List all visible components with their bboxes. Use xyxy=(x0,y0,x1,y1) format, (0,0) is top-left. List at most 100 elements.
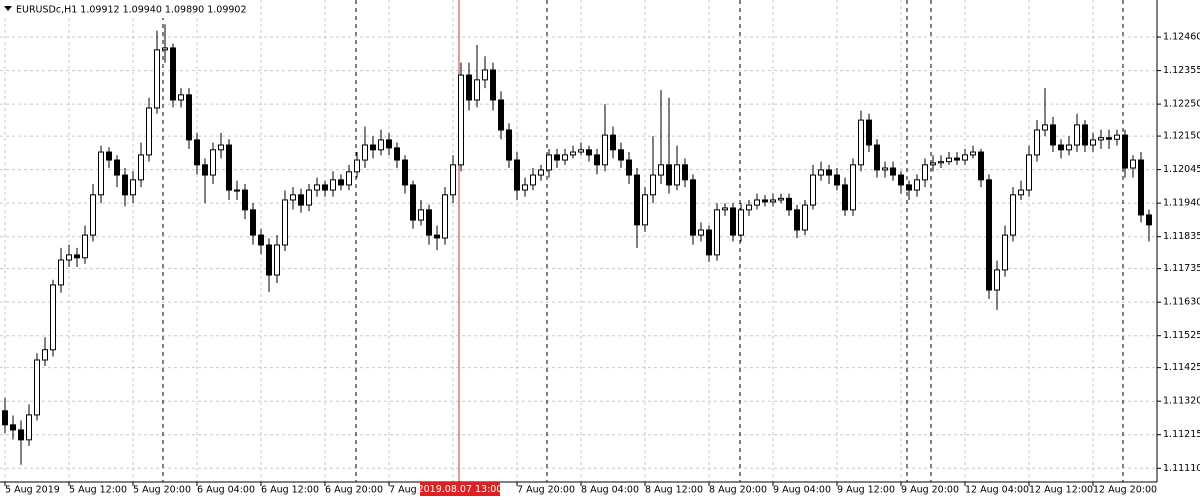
candle-body xyxy=(146,107,152,156)
candle-body xyxy=(26,414,32,441)
y-tick-label: 1.12250 xyxy=(1163,99,1200,110)
y-tick-label: 1.11735 xyxy=(1163,263,1200,274)
candle-body xyxy=(42,349,48,361)
highlight-label: 2019.08.07 13:00 xyxy=(418,484,503,495)
candle-body xyxy=(218,144,224,151)
candle-body xyxy=(306,189,312,206)
candle-body xyxy=(314,184,320,191)
candle-body xyxy=(322,184,328,191)
candle-body xyxy=(994,269,1000,291)
y-tick-label: 1.11425 xyxy=(1163,362,1200,373)
title-bg xyxy=(0,0,250,18)
x-tick-label: 8 Aug 20:00 xyxy=(709,485,767,496)
candle-body xyxy=(266,244,272,276)
candle-body xyxy=(98,151,104,196)
candle-body xyxy=(18,429,24,441)
labels: 1.12460 1.12355 1.12250 1.12150 1.12045 1.119… xyxy=(4,32,1200,496)
x-tick-label: 5 Aug 2019 xyxy=(5,485,60,496)
candle-body xyxy=(122,174,128,196)
candle-body xyxy=(90,194,96,236)
candle-body xyxy=(546,154,552,171)
candle-body xyxy=(1026,154,1032,191)
y-tick-label: 1.12045 xyxy=(1163,164,1200,175)
candle-body xyxy=(66,254,72,261)
candle-body xyxy=(290,194,296,201)
x-tick-label: 7 Aug 20:00 xyxy=(517,485,575,496)
y-tick-label: 1.11940 xyxy=(1163,198,1200,209)
candle-body xyxy=(1138,159,1144,216)
candle-body xyxy=(58,259,64,286)
candle-body xyxy=(34,359,40,416)
candle-body xyxy=(874,144,880,171)
candle-body xyxy=(970,151,976,156)
candle-body xyxy=(746,204,752,211)
day-separators xyxy=(162,0,1124,482)
candle-body xyxy=(690,179,696,236)
candle-body xyxy=(986,179,992,291)
candle-body xyxy=(890,167,896,176)
candle-body xyxy=(1090,139,1096,146)
x-tick-label: 12 Aug 04:00 xyxy=(965,485,1029,496)
candle-body xyxy=(810,174,816,206)
candle-body xyxy=(74,254,80,259)
candle-body xyxy=(426,209,432,236)
candle-body xyxy=(234,189,240,192)
candle-body xyxy=(658,164,664,176)
candle-body xyxy=(642,194,648,226)
candle-body xyxy=(634,174,640,226)
x-tick-label: 7 Aug 04:00 xyxy=(389,485,447,496)
candle-body xyxy=(10,424,16,431)
candle-body xyxy=(626,159,632,176)
candle-body xyxy=(842,184,848,211)
candle-body xyxy=(650,174,656,196)
candle-body xyxy=(50,284,56,351)
x-tick-label: 8 Aug 12:00 xyxy=(645,485,703,496)
y-tick-label: 1.11215 xyxy=(1163,429,1200,440)
candle-body xyxy=(162,47,168,51)
y-tick-label: 1.11110 xyxy=(1163,463,1200,474)
candle-body xyxy=(898,174,904,186)
candle-body xyxy=(538,169,544,176)
candle-body xyxy=(514,159,520,191)
candle-body xyxy=(2,410,8,426)
chart-title: EURUSDc,H1 1.09912 1.09940 1.09890 1.099… xyxy=(16,5,247,16)
candle-body xyxy=(1098,137,1104,141)
candle-body xyxy=(434,234,440,239)
candle-body xyxy=(114,159,120,176)
y-tick-label: 1.11320 xyxy=(1163,396,1200,407)
candle-body xyxy=(154,49,160,109)
candle-body xyxy=(466,74,472,101)
candle-body xyxy=(618,149,624,161)
x-tick-label: 5 Aug 20:00 xyxy=(133,485,191,496)
candle-body xyxy=(1018,189,1024,196)
candle-body xyxy=(738,209,744,236)
candle-body xyxy=(1106,137,1112,140)
candle-body xyxy=(802,204,808,231)
candle-body xyxy=(106,151,112,161)
candle-body xyxy=(378,139,384,151)
candle-body xyxy=(938,161,944,164)
candle-body xyxy=(818,169,824,176)
candle-body xyxy=(562,154,568,161)
candle-body xyxy=(1034,129,1040,156)
candle-body xyxy=(506,129,512,161)
x-tick-label: 5 Aug 12:00 xyxy=(69,485,127,496)
candle-body xyxy=(762,199,768,203)
candle-body xyxy=(370,144,376,151)
candle-body xyxy=(530,174,536,186)
candle-body xyxy=(138,154,144,181)
highlight-bg xyxy=(420,482,500,496)
candle-body xyxy=(1002,234,1008,271)
candle-body xyxy=(82,234,88,259)
candle-body xyxy=(482,69,488,81)
candle-body xyxy=(130,179,136,196)
candle-body xyxy=(498,99,504,131)
candle-body xyxy=(226,144,232,191)
candle-body xyxy=(250,209,256,236)
candle-body xyxy=(1042,124,1048,131)
candle-body xyxy=(722,207,728,211)
x-tick-label: 6 Aug 12:00 xyxy=(261,485,319,496)
candle-body xyxy=(954,157,960,161)
candle-body xyxy=(962,154,968,161)
x-tick-label: 12 Aug 20:00 xyxy=(1093,485,1157,496)
